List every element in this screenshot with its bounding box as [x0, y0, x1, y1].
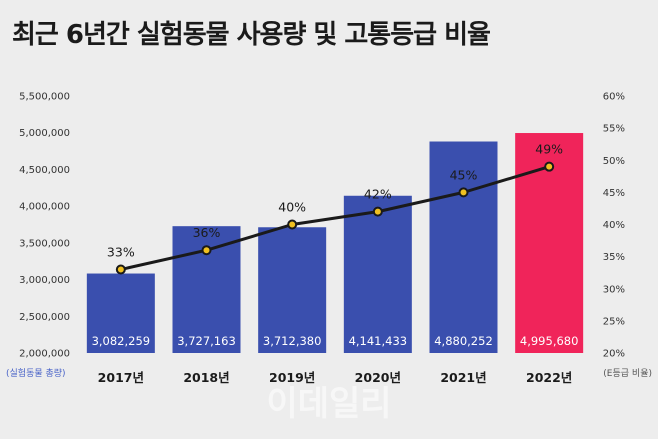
x-axis-category-label: 2022년: [526, 370, 572, 385]
left-axis-tick-label: 2,500,000: [19, 312, 70, 323]
left-axis-tick-label: 4,500,000: [19, 165, 70, 176]
right-axis-caption: (E등급 비율): [603, 368, 652, 379]
right-axis-tick-label: 40%: [603, 220, 625, 231]
x-axis-category-label: 2021년: [440, 370, 486, 385]
line-point-label: 45%: [450, 167, 478, 182]
bar: [258, 227, 327, 353]
line-series: [120, 165, 550, 271]
page-title: 최근 6년간 실험동물 사용량 및 고통등급 비율: [12, 20, 491, 50]
line-point-label: 36%: [193, 225, 221, 240]
line-point: [544, 161, 555, 172]
bar-value-label: 4,995,680: [520, 334, 579, 348]
right-axis-tick-label: 25%: [603, 316, 625, 327]
right-axis-tick-label: 30%: [603, 284, 625, 295]
bar: [343, 195, 412, 353]
right-axis-tick-label: 45%: [603, 188, 625, 199]
line-point-label: 33%: [107, 244, 135, 259]
right-axis-tick-label: 35%: [603, 252, 625, 263]
bar: [86, 273, 155, 353]
line-point-label: 49%: [535, 142, 563, 157]
bar: [429, 141, 498, 353]
left-axis-tick-label: 4,000,000: [19, 202, 70, 213]
line-point-label: 42%: [364, 187, 392, 202]
left-axis-tick-label: 5,500,000: [19, 92, 70, 103]
line-point: [115, 264, 126, 275]
line-point-label: 40%: [278, 200, 306, 215]
bar-value-label: 3,082,259: [92, 334, 151, 348]
right-axis-tick-label: 60%: [603, 92, 625, 103]
line-point: [287, 219, 298, 230]
left-axis-caption: (실험동물 총량): [6, 367, 66, 379]
left-axis-tick-label: 3,000,000: [19, 275, 70, 286]
right-axis-tick-label: 55%: [603, 124, 625, 135]
x-axis-category-label: 2020년: [355, 370, 401, 385]
x-axis-category-label: 2017년: [98, 370, 144, 385]
watermark-text: 이데일리: [266, 384, 391, 424]
line-point: [201, 245, 212, 256]
right-axis-tick-label: 20%: [603, 349, 625, 360]
bar-value-label: 4,141,433: [349, 334, 408, 348]
x-axis-category-label: 2019년: [269, 370, 315, 385]
line-point: [458, 187, 469, 198]
bar-value-label: 3,727,163: [177, 334, 236, 348]
line-point: [372, 206, 383, 217]
left-axis-tick-label: 2,000,000: [19, 349, 70, 360]
right-axis-tick-label: 50%: [603, 156, 625, 167]
left-axis-tick-label: 5,000,000: [19, 128, 70, 139]
bar-value-label: 4,880,252: [434, 334, 493, 348]
x-axis-category-label: 2018년: [183, 370, 229, 385]
left-axis-tick-label: 3,500,000: [19, 238, 70, 249]
bar-value-label: 3,712,380: [263, 334, 322, 348]
